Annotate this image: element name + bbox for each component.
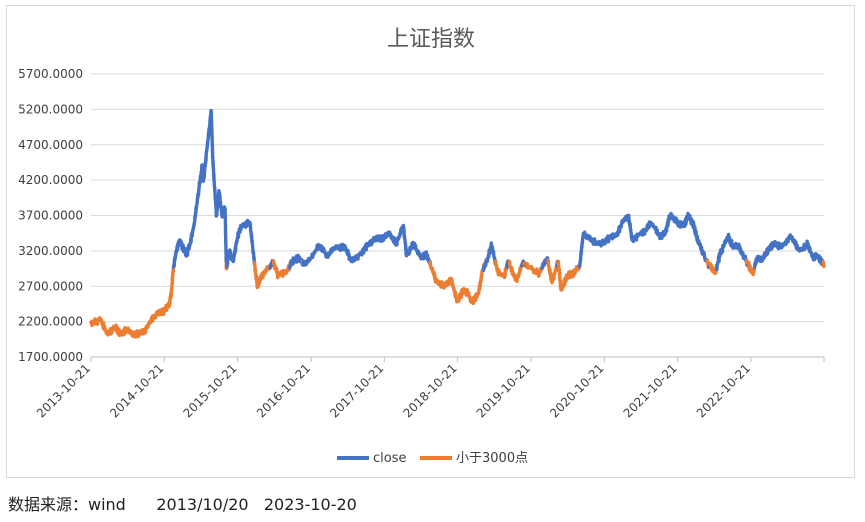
- series-below-3000-segment: [89, 264, 176, 339]
- series-lines: [89, 108, 826, 339]
- legend: close 小于3000点: [337, 451, 528, 466]
- legend-label-close: close: [373, 451, 406, 466]
- legend-label-below-3000: 小于3000点: [456, 451, 528, 466]
- y-tick-label: 3200.0000: [18, 244, 83, 258]
- y-tick-label: 3700.0000: [18, 209, 83, 223]
- series-below-3000-segment: [252, 261, 272, 290]
- x-tick-label: 2017-10-21: [327, 361, 386, 420]
- series-close-segment: [172, 108, 228, 268]
- series-below-3000-segment: [494, 259, 509, 280]
- x-tick-label: 2013-10-21: [34, 361, 93, 420]
- chart-title: 上证指数: [387, 27, 475, 52]
- series-below-3000-segment: [507, 259, 524, 283]
- series-below-3000-segment: [556, 260, 582, 292]
- series-below-3000-segment: [428, 260, 486, 306]
- y-axis-tick-labels: 1700.0000 2200.0000 2700.0000 3200.0000 3700…: [18, 67, 83, 364]
- x-tick-label: 2018-10-21: [401, 361, 460, 420]
- y-tick-label: 2200.0000: [18, 315, 83, 329]
- x-tick-label: 2015-10-21: [180, 361, 239, 420]
- x-tick-label: 2020-10-21: [547, 361, 606, 420]
- series-below-3000-segment: [272, 262, 292, 280]
- series-below-3000-segment: [546, 258, 559, 285]
- series-close-segment: [578, 211, 710, 269]
- chart-frame: 上证指数 1700.0000 2200.0000 2700.0000 3200.000…: [6, 5, 855, 478]
- x-tick-label: 2022-10-21: [694, 361, 753, 420]
- series-below-3000-segment: [747, 260, 757, 277]
- y-tick-label: 4700.0000: [18, 138, 83, 152]
- chart: 上证指数 1700.0000 2200.0000 2700.0000 3200.000…: [18, 27, 826, 466]
- x-tick-label: 2014-10-21: [107, 361, 166, 420]
- series-below-3000-segment: [821, 260, 826, 269]
- source-caption: 数据来源：wind 2013/10/20 2023-10-20: [8, 491, 357, 515]
- source-label: 数据来源：wind: [8, 495, 126, 514]
- end-date: 2023-10-20: [263, 495, 357, 514]
- series-close-segment: [715, 232, 749, 272]
- x-tick-label: 2019-10-21: [474, 361, 533, 420]
- series-close-segment: [301, 223, 432, 267]
- x-tick-label: 2016-10-21: [254, 361, 313, 420]
- series-close-segment: [753, 233, 825, 267]
- y-tick-label: 4200.0000: [18, 173, 83, 187]
- x-axis-tick-labels: 2013-10-21 2014-10-21 2015-10-21 2016-10-21…: [34, 357, 825, 420]
- y-tick-label: 1700.0000: [18, 350, 83, 364]
- x-tick-label: 2021-10-21: [621, 361, 680, 420]
- grid-lines: [91, 73, 824, 358]
- y-tick-label: 2700.0000: [18, 279, 83, 293]
- series-close-segment: [484, 241, 498, 268]
- y-tick-label: 5200.0000: [18, 102, 83, 116]
- series-close-segment: [225, 218, 257, 269]
- y-tick-label: 5700.0000: [18, 67, 83, 81]
- start-date: 2013/10/20: [156, 495, 249, 514]
- series-close-segment: [288, 253, 305, 268]
- series-below-3000-segment: [525, 262, 544, 278]
